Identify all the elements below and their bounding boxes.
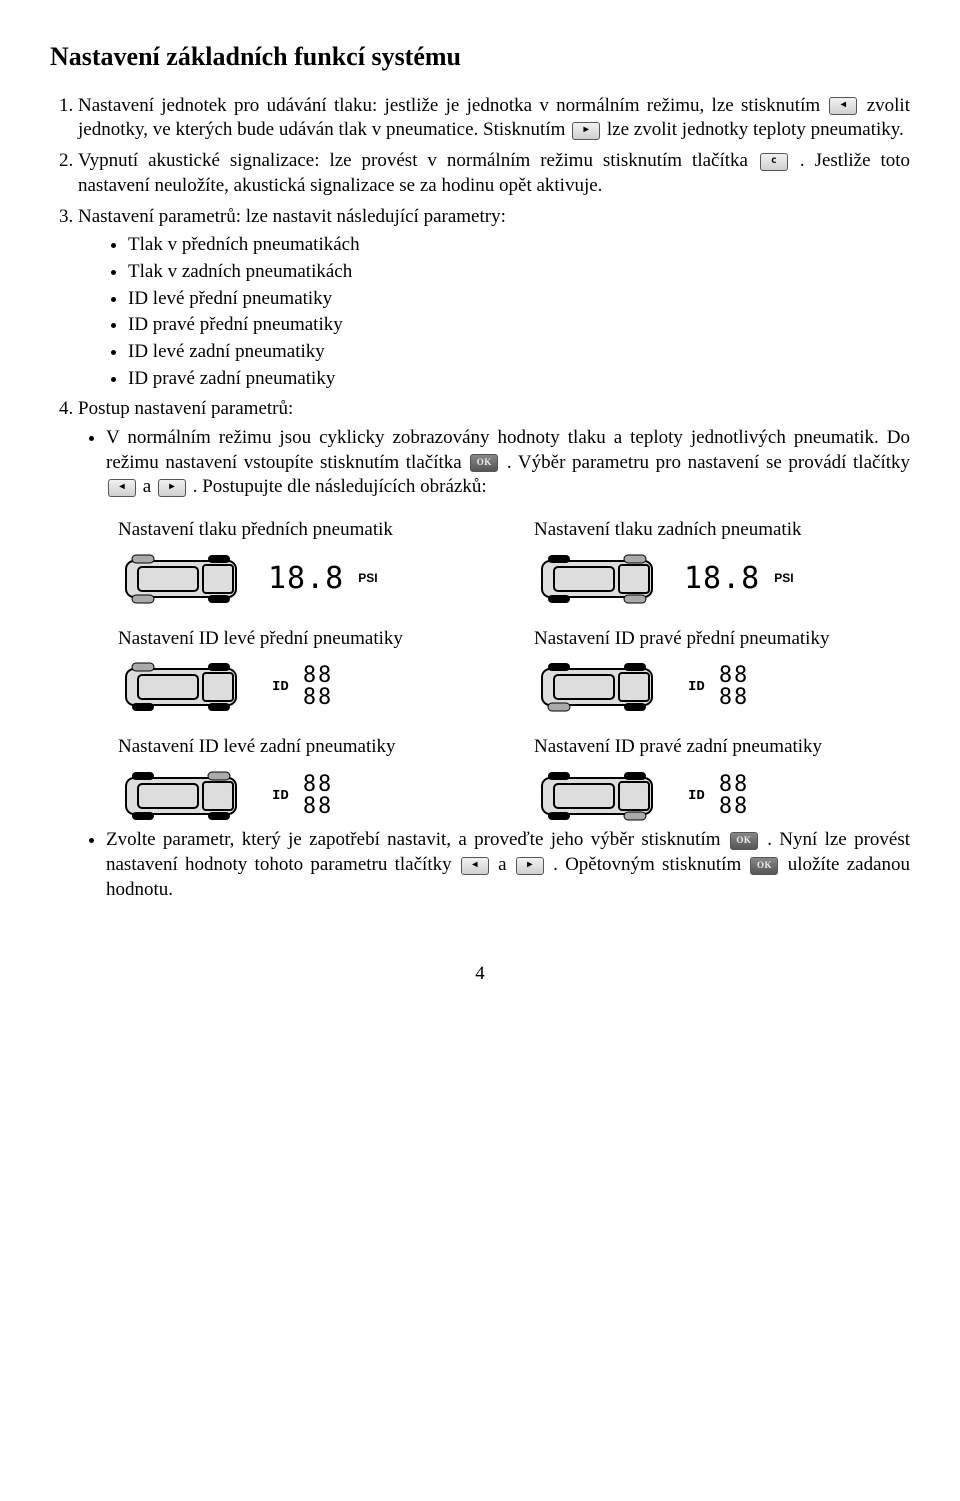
id-bot: 88 bbox=[719, 687, 750, 709]
p4and: a bbox=[143, 476, 156, 497]
main-list: Nastavení jednotek pro udávání tlaku: je… bbox=[50, 94, 910, 902]
id-reading: 88 88 bbox=[303, 665, 334, 709]
ok-button-icon: OK bbox=[730, 832, 758, 850]
param-4: ID pravé přední pneumatiky bbox=[128, 313, 910, 338]
pressure-unit: PSI bbox=[774, 571, 793, 587]
item-3-text: Nastavení parametrů: lze nastavit násled… bbox=[78, 206, 506, 227]
pressure-reading: 18.8 bbox=[268, 559, 344, 598]
id-reading: 88 88 bbox=[719, 665, 750, 709]
item-1-text-c: lze zvolit jednotky teploty pneumatiky. bbox=[607, 119, 904, 140]
id-reading: 88 88 bbox=[719, 774, 750, 818]
param-1: Tlak v předních pneumatikách bbox=[128, 233, 910, 258]
car-icon bbox=[534, 659, 674, 715]
car-icon bbox=[118, 659, 258, 715]
fig-front-pressure: Nastavení tlaku předních pneumatik 18.8 … bbox=[118, 518, 494, 607]
item-1-text-a: Nastavení jednotek pro udávání tlaku: je… bbox=[78, 95, 827, 116]
page-number: 4 bbox=[50, 962, 910, 987]
id-bot: 88 bbox=[303, 687, 334, 709]
item-1: Nastavení jednotek pro udávání tlaku: je… bbox=[78, 94, 910, 143]
id-top: 88 bbox=[719, 774, 750, 796]
item-4: Postup nastavení parametrů: V normálním … bbox=[78, 397, 910, 902]
c-button-icon: c bbox=[760, 153, 788, 171]
id-label: ID bbox=[688, 787, 705, 805]
item-2-text-a: Vypnutí akustické signalizace: lze prové… bbox=[78, 150, 758, 171]
right-button-icon: ▸ bbox=[572, 122, 600, 140]
fig-rear-pressure: Nastavení tlaku zadních pneumatik 18.8 P… bbox=[534, 518, 910, 607]
p4c: . Postupujte dle následujících obrázků: bbox=[193, 476, 487, 497]
id-reading: 88 88 bbox=[303, 774, 334, 818]
car-icon bbox=[534, 551, 674, 607]
id-label: ID bbox=[688, 678, 705, 696]
footer-bullet: Zvolte parametr, který je zapotřebí nast… bbox=[106, 828, 910, 902]
fig-caption: Nastavení tlaku předních pneumatik bbox=[118, 518, 494, 543]
car-icon bbox=[118, 551, 258, 607]
item-3: Nastavení parametrů: lze nastavit násled… bbox=[78, 205, 910, 392]
param-2: Tlak v zadních pneumatikách bbox=[128, 260, 910, 285]
left-button-icon: ◂ bbox=[461, 857, 489, 875]
car-icon bbox=[534, 768, 674, 824]
fig-caption: Nastavení ID levé přední pneumatiky bbox=[118, 627, 494, 652]
page-title: Nastavení základních funkcí systému bbox=[50, 40, 910, 74]
id-label: ID bbox=[272, 787, 289, 805]
right-button-icon: ▸ bbox=[158, 479, 186, 497]
ok-button-icon: OK bbox=[750, 857, 778, 875]
fig-caption: Nastavení tlaku zadních pneumatik bbox=[534, 518, 910, 543]
ok-button-icon: OK bbox=[470, 454, 498, 472]
pressure-reading: 18.8 bbox=[684, 559, 760, 598]
param-6: ID pravé zadní pneumatiky bbox=[128, 367, 910, 392]
param-5: ID levé zadní pneumatiky bbox=[128, 340, 910, 365]
id-top: 88 bbox=[303, 665, 334, 687]
p4b: . Výběr parametru pro nastavení se prová… bbox=[507, 452, 910, 473]
param-list: Tlak v předních pneumatikách Tlak v zadn… bbox=[78, 233, 910, 391]
id-top: 88 bbox=[303, 774, 334, 796]
left-button-icon: ◂ bbox=[108, 479, 136, 497]
id-bot: 88 bbox=[719, 796, 750, 818]
fig-caption: Nastavení ID levé zadní pneumatiky bbox=[118, 735, 494, 760]
fig-caption: Nastavení ID pravé zadní pneumatiky bbox=[534, 735, 910, 760]
fig-id-rear-left: Nastavení ID levé zadní pneumatiky ID 88 bbox=[118, 735, 494, 824]
param-3: ID levé přední pneumatiky bbox=[128, 287, 910, 312]
right-button-icon: ▸ bbox=[516, 857, 544, 875]
car-icon bbox=[118, 768, 258, 824]
item-4-bullet-1: V normálním režimu jsou cyklicky zobrazo… bbox=[106, 426, 910, 500]
figures-grid: Nastavení tlaku předních pneumatik 18.8 … bbox=[118, 518, 910, 824]
footer-bullets: Zvolte parametr, který je zapotřebí nast… bbox=[78, 828, 910, 902]
item-2: Vypnutí akustické signalizace: lze prové… bbox=[78, 149, 910, 198]
left-button-icon: ◂ bbox=[829, 97, 857, 115]
fig-caption: Nastavení ID pravé přední pneumatiky bbox=[534, 627, 910, 652]
item-4-bullets: V normálním režimu jsou cyklicky zobrazo… bbox=[78, 426, 910, 500]
id-bot: 88 bbox=[303, 796, 334, 818]
footer-a: Zvolte parametr, který je zapotřebí nast… bbox=[106, 829, 728, 850]
fig-id-rear-right: Nastavení ID pravé zadní pneumatiky ID 8… bbox=[534, 735, 910, 824]
pressure-unit: PSI bbox=[358, 571, 377, 587]
footer-and: a bbox=[498, 854, 514, 875]
item-4-text: Postup nastavení parametrů: bbox=[78, 398, 293, 419]
id-label: ID bbox=[272, 678, 289, 696]
fig-id-front-left: Nastavení ID levé přední pneumatiky ID 8… bbox=[118, 627, 494, 716]
footer-c: . Opětovným stisknutím bbox=[553, 854, 748, 875]
fig-id-front-right: Nastavení ID pravé přední pneumatiky ID … bbox=[534, 627, 910, 716]
id-top: 88 bbox=[719, 665, 750, 687]
